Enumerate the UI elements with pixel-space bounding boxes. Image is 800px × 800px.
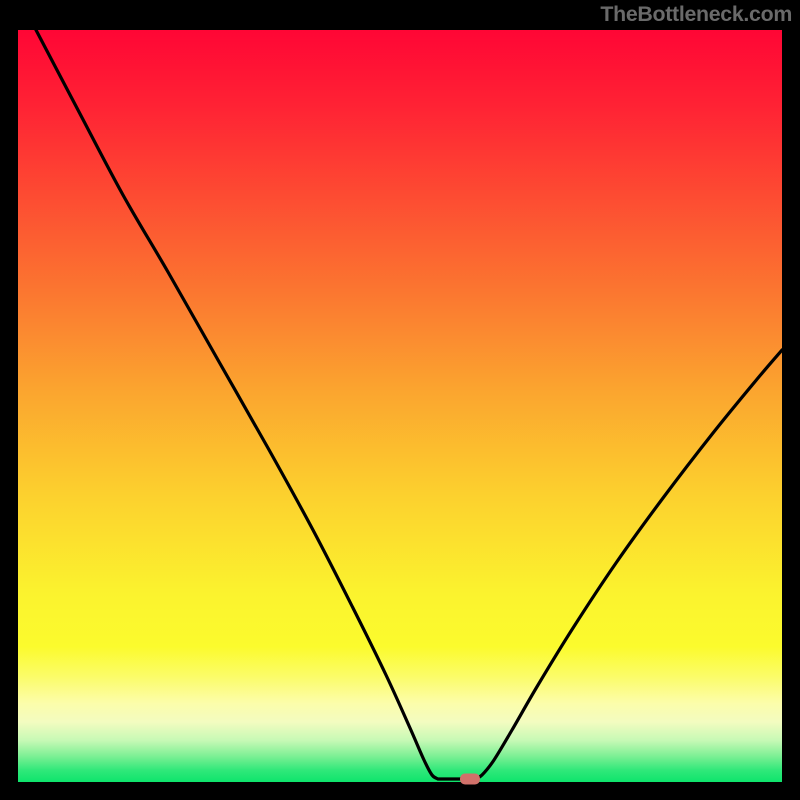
attribution-label: TheBottleneck.com [600,2,792,27]
curve-path [36,30,782,779]
bottleneck-curve [18,30,782,782]
optimal-marker [460,774,480,785]
plot-area [18,30,782,782]
chart-container: TheBottleneck.com [0,0,800,800]
